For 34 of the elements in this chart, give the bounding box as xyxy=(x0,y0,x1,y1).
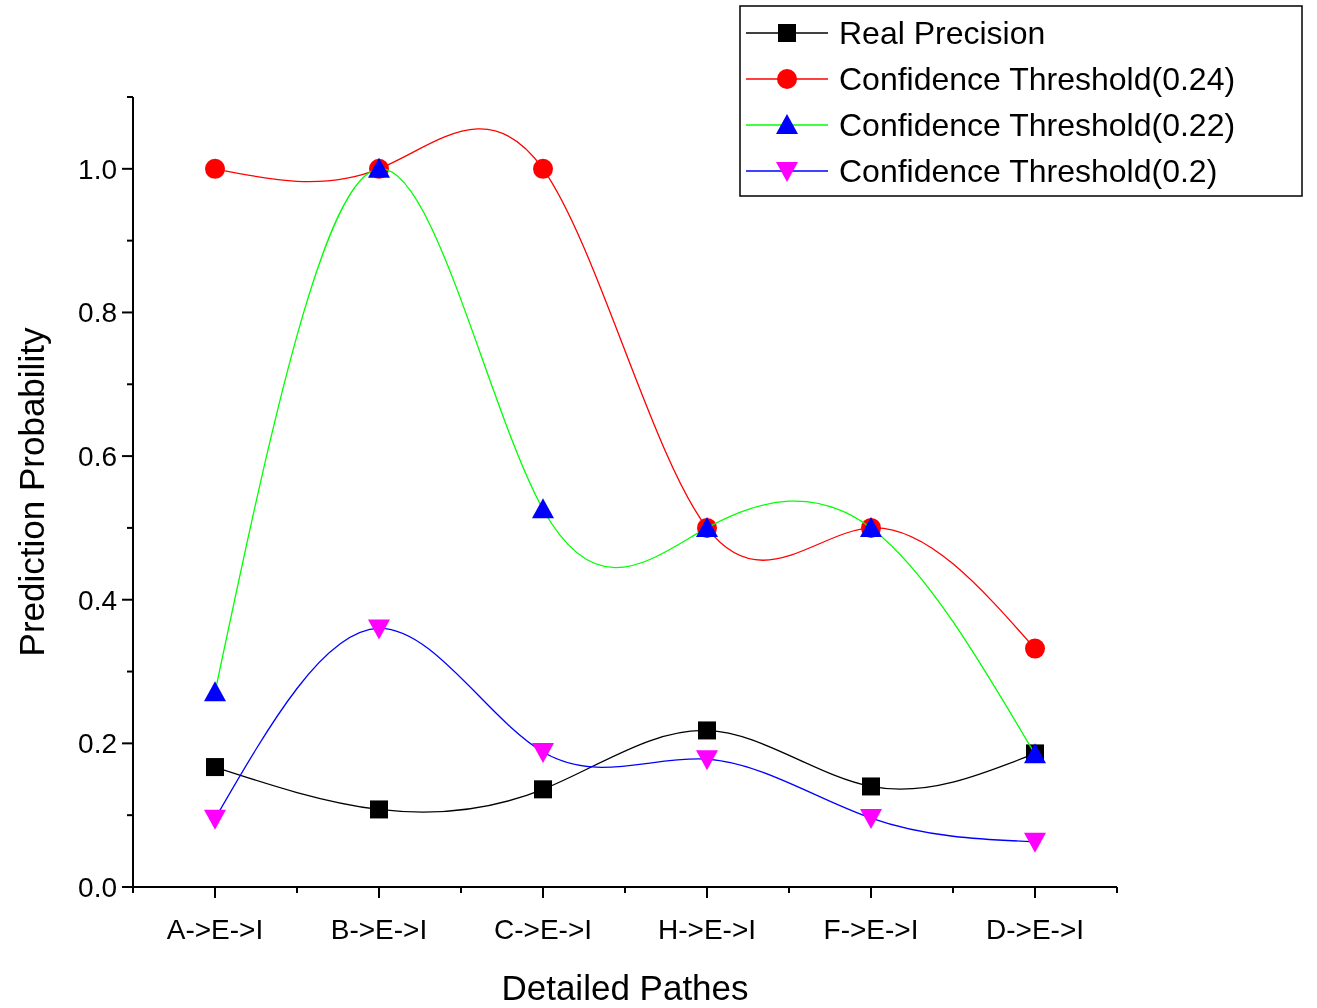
point xyxy=(532,498,554,519)
point xyxy=(696,750,718,771)
y-axis-title: Prediction Probability xyxy=(12,327,51,657)
x-tick-label: F->E->I xyxy=(823,914,919,945)
point xyxy=(1025,638,1045,659)
y-tick-label: 0.8 xyxy=(78,297,117,329)
legend-label: Confidence Threshold(0.24) xyxy=(839,61,1236,98)
legend-label: Real Precision xyxy=(839,15,1046,52)
point xyxy=(860,809,882,830)
legend-label: Confidence Threshold(0.22) xyxy=(839,107,1236,144)
x-tick-label: A->E->I xyxy=(166,914,264,945)
x-tick-label: H->E->I xyxy=(657,914,757,945)
point xyxy=(1024,832,1046,853)
point xyxy=(206,758,224,777)
point xyxy=(534,780,552,799)
point xyxy=(204,681,226,702)
x-tick-label: B->E->I xyxy=(330,914,428,945)
y-tick-label: 1.0 xyxy=(78,153,117,185)
point xyxy=(204,809,226,830)
point xyxy=(205,158,225,179)
point xyxy=(862,777,880,796)
x-tick-label: D->E->I xyxy=(985,914,1085,945)
y-tick-label: 0.2 xyxy=(78,728,117,760)
point xyxy=(533,158,553,179)
point xyxy=(368,619,390,640)
y-tick-label: 0.0 xyxy=(78,871,117,903)
point xyxy=(698,721,716,740)
legend-label: Confidence Threshold(0.2) xyxy=(839,153,1218,190)
point xyxy=(532,742,554,763)
y-tick-label: 0.4 xyxy=(78,584,117,616)
y-tick-label: 0.6 xyxy=(78,440,117,472)
point xyxy=(370,800,388,819)
x-axis-title: Detailed Pathes xyxy=(501,968,749,1007)
x-tick-label: C->E->I xyxy=(493,914,593,945)
